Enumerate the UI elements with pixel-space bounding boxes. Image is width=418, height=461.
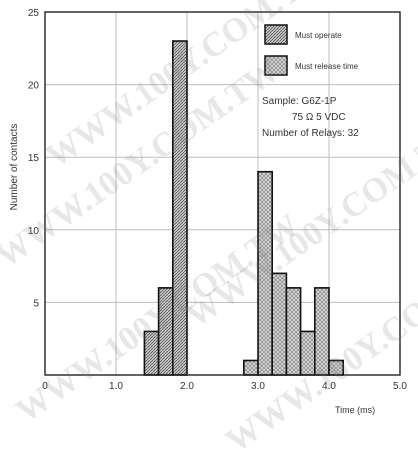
y-tick-label: 15 xyxy=(28,153,40,164)
y-tick-label: 20 xyxy=(28,81,40,92)
plot-frame xyxy=(44,11,401,376)
x-tick-label: 0 xyxy=(42,381,48,392)
x-tick-label: 5.0 xyxy=(393,381,407,392)
annotation-resistance-voltage: 75 Ω 5 VDC xyxy=(292,112,346,123)
annotation-relay-count: Number of Relays: 32 xyxy=(262,128,359,139)
y-tick-label: 5 xyxy=(33,298,39,309)
legend-swatch-must-operate xyxy=(264,24,288,45)
x-axis-label: Time (ms) xyxy=(335,405,376,415)
legend-label-must-operate: Must operate xyxy=(295,31,342,40)
tick-labels: 0 1.0 2.0 3.0 4.0 5.0 5 10 15 20 25 xyxy=(28,8,408,392)
histogram-bar-must-release xyxy=(243,359,259,376)
sample-annotation: Sample: G6Z-1P 75 Ω 5 VDC Number of Rela… xyxy=(262,96,359,139)
legend: Must operate Must release time xyxy=(264,24,359,76)
histogram-bar-must-release xyxy=(285,287,302,376)
histogram-bar-must-release xyxy=(271,272,288,376)
legend-label-must-release: Must release time xyxy=(295,62,359,71)
x-tick-label: 4.0 xyxy=(322,381,336,392)
y-axis-label: Number of contacts xyxy=(9,123,20,211)
y-tick-label: 10 xyxy=(28,226,40,237)
x-tick-label: 1.0 xyxy=(109,381,123,392)
legend-swatch-must-release xyxy=(264,55,288,76)
histogram-chart: 0 1.0 2.0 3.0 4.0 5.0 5 10 15 20 25 Must operate M… xyxy=(28,8,408,392)
annotation-sample: Sample: G6Z-1P xyxy=(262,96,337,107)
x-tick-label: 2.0 xyxy=(180,381,194,392)
x-tick-label: 3.0 xyxy=(251,381,265,392)
axes xyxy=(44,11,401,376)
y-tick-label: 25 xyxy=(28,8,40,19)
